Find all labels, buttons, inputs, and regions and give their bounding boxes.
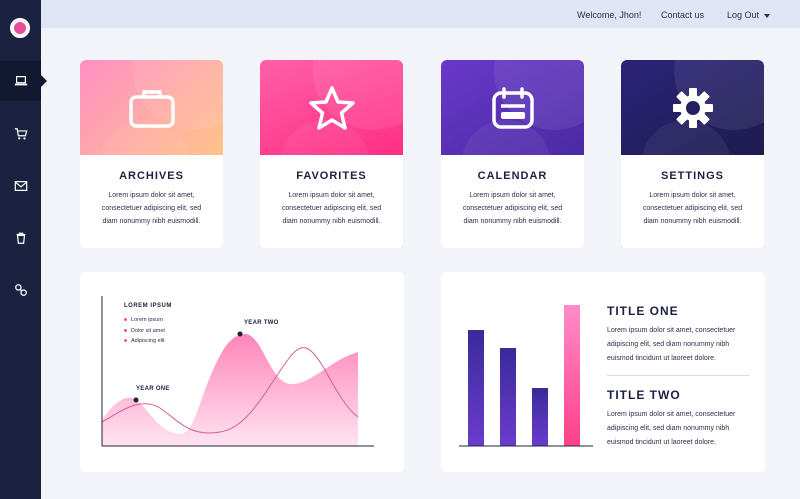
year-one-marker [133, 397, 139, 403]
contact-link[interactable]: Contact us [661, 10, 705, 20]
card-header [621, 60, 764, 155]
year-one-label: YEAR ONE [136, 386, 170, 392]
card-header [260, 60, 403, 155]
card-description: Lorem ipsum dolor sit amet, consectetuer … [101, 192, 202, 225]
legend-item: Lorem ipsum [124, 317, 163, 323]
bar-2 [500, 348, 516, 446]
area-chart-panel: LOREM IPSUM Lorem ipsum Dolor sit amet A… [80, 272, 404, 472]
legend-item: Dolor sit amet [124, 328, 165, 334]
sidebar-item-mail[interactable] [0, 166, 41, 206]
card-description: Lorem ipsum dolor sit amet, consectetuer … [281, 192, 382, 225]
card-header [441, 60, 584, 155]
top-bar: Welcome, Jhon! Contact us Log Out [41, 0, 800, 28]
bar-chart [459, 305, 593, 447]
card-title: CALENDAR [477, 170, 548, 182]
bar-4 [564, 305, 580, 446]
legend-title: LOREM IPSUM [124, 303, 172, 309]
line-series [101, 347, 359, 434]
card-title: ARCHIVES [119, 170, 184, 182]
title-one: TITLE ONE [607, 304, 679, 318]
title-two: TITLE TWO [607, 388, 681, 402]
sidebar-item-link[interactable] [0, 270, 41, 310]
card-title: SETTINGS [660, 170, 724, 182]
mail-icon [14, 181, 27, 191]
card-archives[interactable]: ARCHIVES Lorem ipsum dolor sit amet, cons… [80, 60, 223, 248]
laptop-icon [14, 76, 27, 86]
card-description: Lorem ipsum dolor sit amet, consectetuer … [462, 192, 563, 225]
calendar-icon [491, 86, 534, 129]
card-settings[interactable]: SETTINGS Lorem ipsum dolor sit amet, cons… [621, 60, 764, 248]
card-calendar[interactable]: CALENDAR Lorem ipsum dolor sit amet, cons… [441, 60, 584, 248]
area-chart [101, 296, 374, 447]
bar-chart-panel: TITLE ONE Lorem ipsum dolor sit amet, co… [441, 272, 765, 472]
sidebar-item-dashboard[interactable] [0, 61, 47, 101]
gear-icon [672, 87, 713, 128]
card-description: Lorem ipsum dolor sit amet, consectetuer … [642, 192, 743, 225]
legend-item: Adipiscing elit [124, 338, 165, 344]
text-one: Lorem ipsum dolor sit amet, consectetuer… [607, 327, 736, 362]
logout-menu[interactable]: Log Out [727, 10, 771, 20]
welcome-text: Welcome, Jhon! [577, 10, 642, 20]
year-two-label: YEAR TWO [244, 320, 279, 326]
divider [607, 375, 749, 376]
logo-avatar[interactable] [10, 18, 30, 38]
card-favorites[interactable]: FAVORITES Lorem ipsum dolor sit amet, con… [260, 60, 403, 248]
link-icon [14, 284, 27, 296]
bar-1 [468, 330, 484, 446]
cart-icon [14, 128, 27, 140]
year-two-marker [237, 331, 243, 337]
trash-icon [16, 232, 25, 244]
sidebar [0, 0, 47, 499]
bar-3 [532, 388, 548, 446]
logout-label: Log Out [727, 10, 760, 20]
sidebar-item-trash[interactable] [0, 218, 41, 258]
card-title: FAVORITES [296, 170, 367, 182]
chevron-down-icon [764, 13, 771, 18]
card-header [80, 60, 223, 155]
text-two: Lorem ipsum dolor sit amet, consectetuer… [607, 411, 736, 446]
area-series [102, 334, 358, 446]
briefcase-icon [128, 89, 175, 128]
star-icon [308, 85, 355, 130]
sidebar-item-cart[interactable] [0, 114, 41, 154]
